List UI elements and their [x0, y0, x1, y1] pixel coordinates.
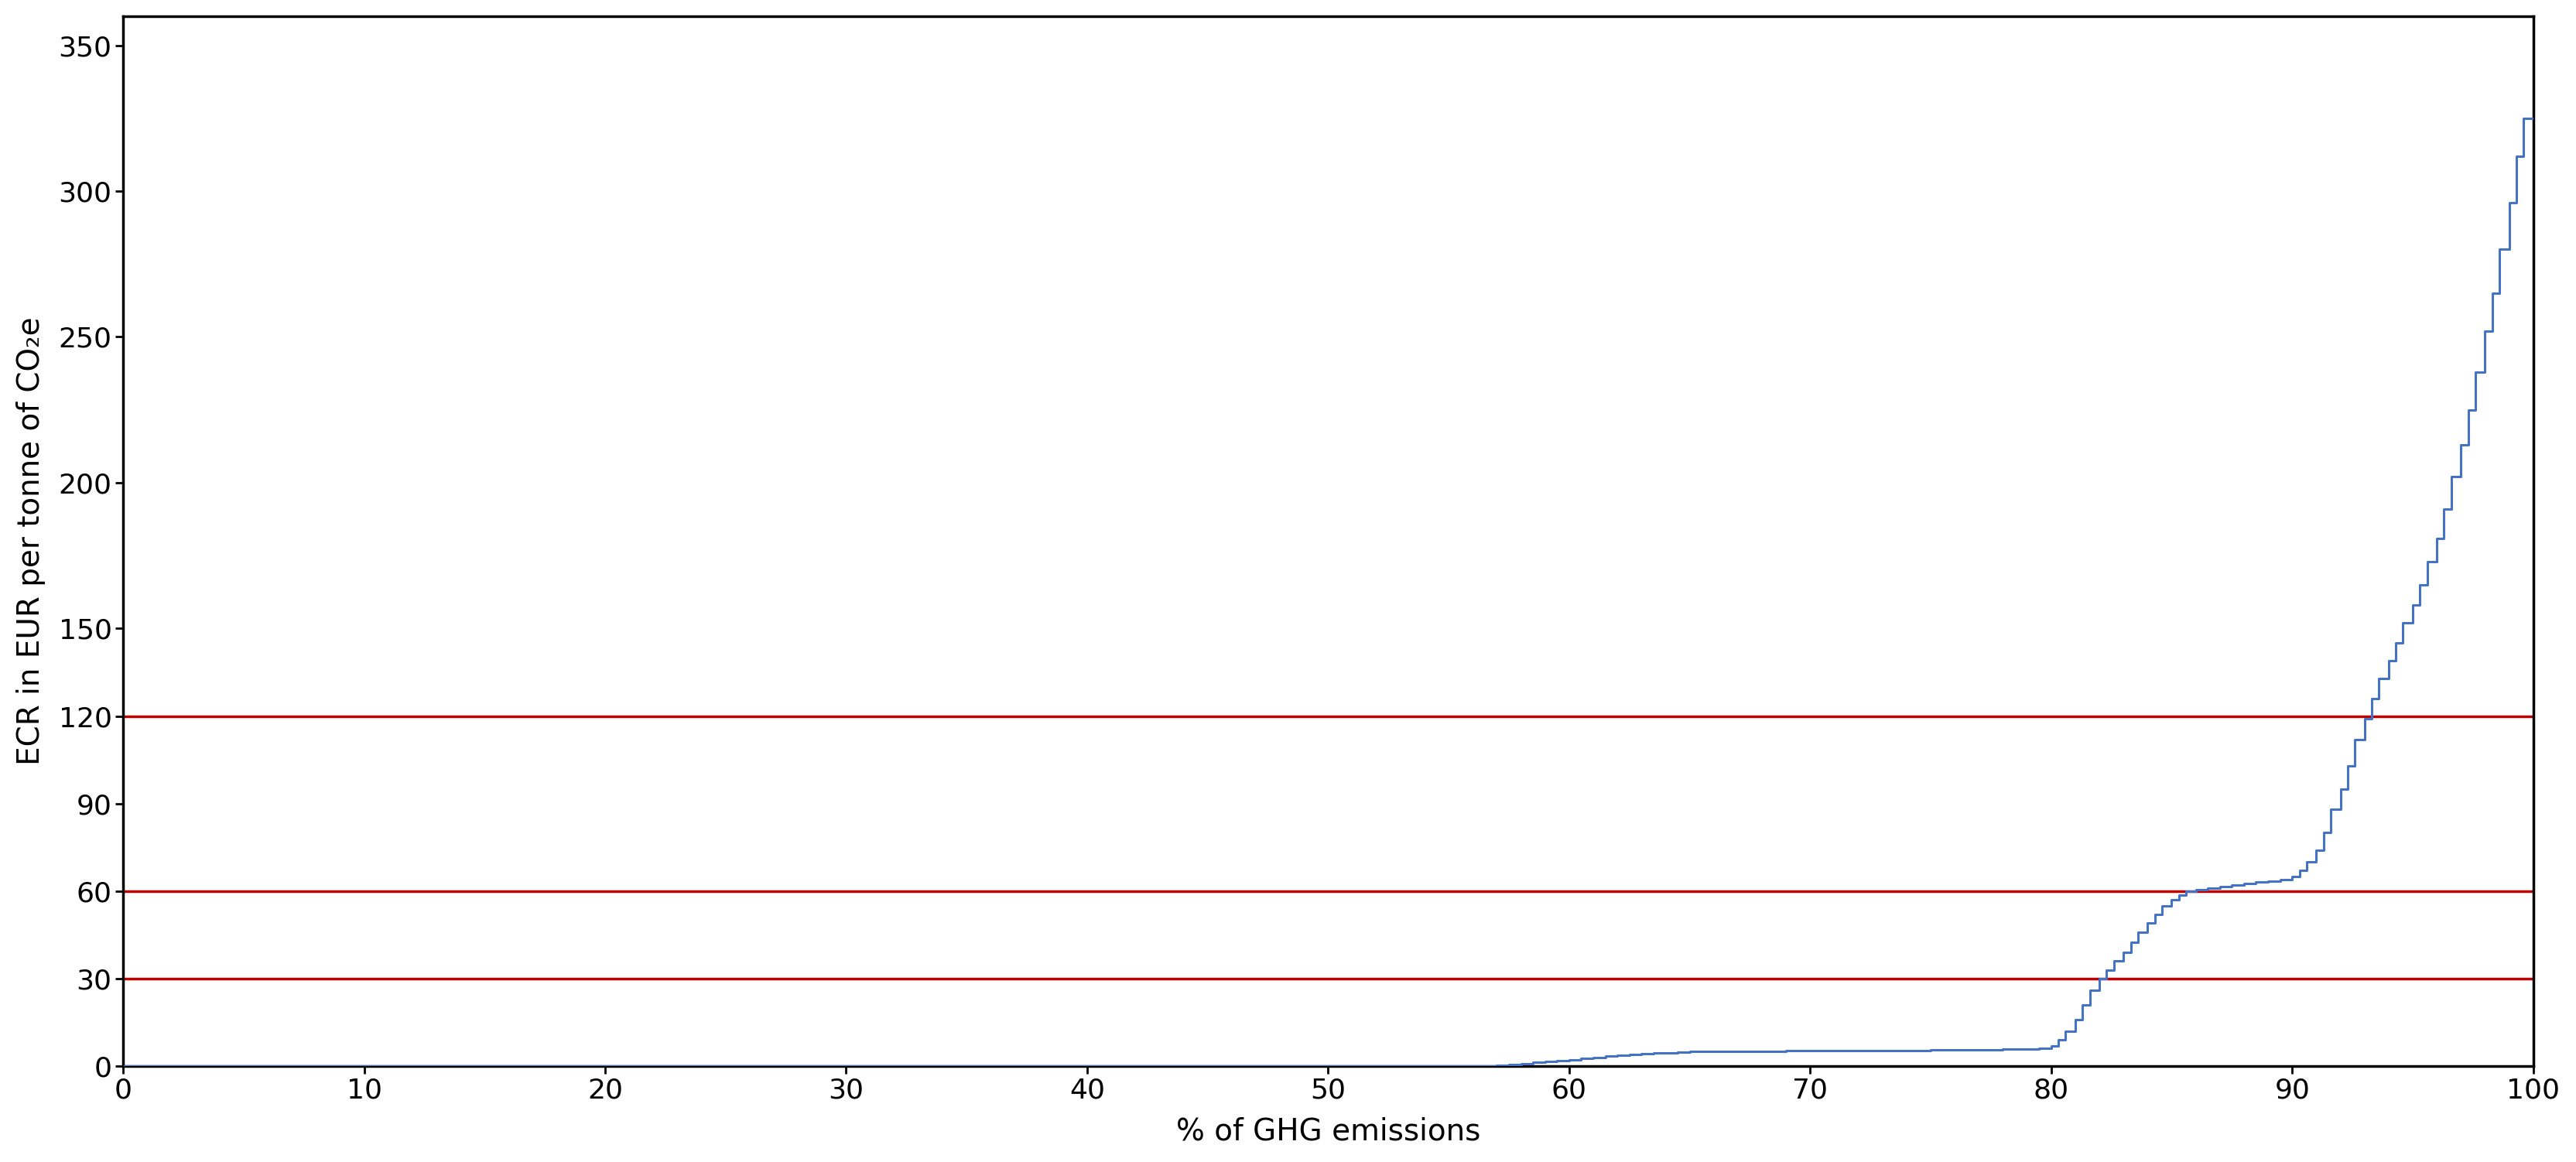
X-axis label: % of GHG emissions: % of GHG emissions — [1175, 1117, 1481, 1146]
Y-axis label: ECR in EUR per tonne of CO₂e: ECR in EUR per tonne of CO₂e — [15, 317, 46, 766]
